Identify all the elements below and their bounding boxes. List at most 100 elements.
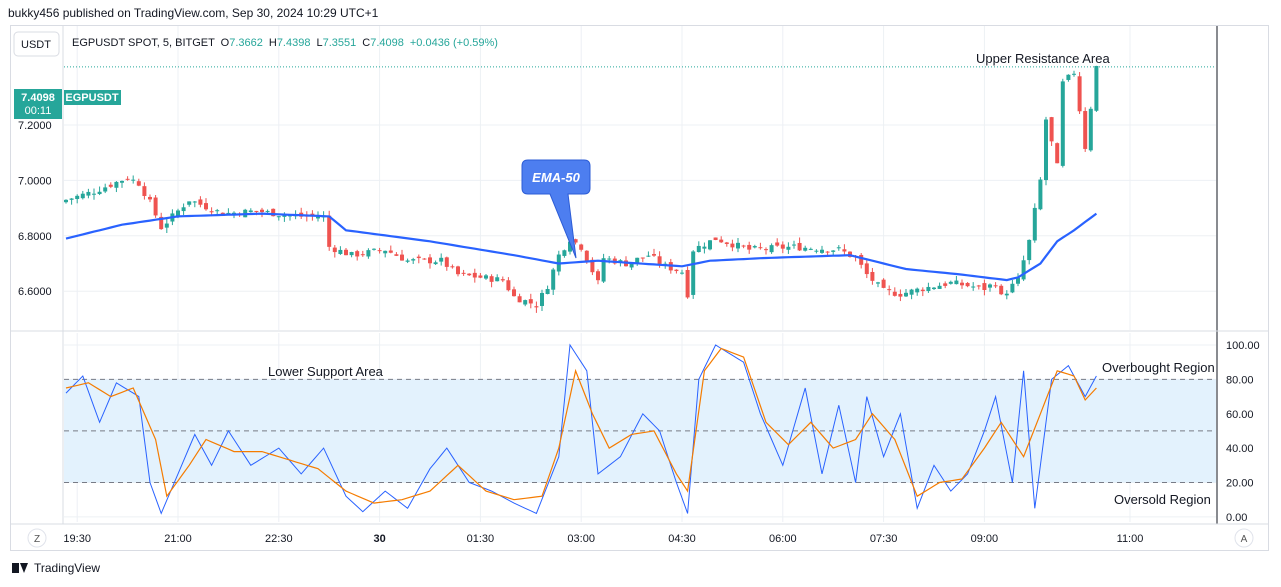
candle-body: [814, 250, 819, 252]
candle-body: [444, 257, 449, 267]
candle-body: [551, 269, 556, 290]
candle-body: [405, 260, 410, 262]
candle-body: [534, 306, 539, 308]
candle-body: [825, 251, 830, 253]
candle-body: [1077, 76, 1082, 112]
candle-body: [937, 285, 942, 289]
footer-brand: TradingView: [34, 561, 101, 575]
stoch-k-line: [65, 343, 1097, 515]
chart-frame: [10, 25, 1269, 551]
currency-button[interactable]: [13, 31, 60, 57]
a-button[interactable]: [1234, 528, 1254, 548]
candle-body: [943, 283, 948, 286]
legend-high-label: H: [269, 37, 277, 49]
time-tick-label: 11:00: [1117, 533, 1144, 545]
candle-body: [159, 216, 164, 230]
legend-low: 7.3551: [323, 37, 357, 49]
z-button-label: Z: [34, 534, 40, 545]
candle-body: [103, 187, 108, 192]
candle-body: [1060, 81, 1065, 166]
chart-canvas: 6.6000 6.8000 7.0000 7.2000 0.00 20.00 40.00 6…: [10, 26, 1269, 548]
candle-body: [120, 180, 124, 183]
candle-body: [685, 269, 690, 298]
candle-body: [114, 181, 119, 188]
candle-body: [136, 181, 141, 186]
symbol-tag-box: [64, 90, 121, 105]
candle-body: [590, 259, 595, 273]
candle-body: [456, 266, 460, 275]
candle-body: [999, 285, 1004, 295]
candle-body: [187, 201, 192, 205]
price-tag-box: [14, 89, 62, 119]
candle-body: [775, 242, 780, 246]
candle-body: [780, 244, 785, 249]
candle-body: [982, 283, 987, 290]
candle-body: [316, 216, 320, 219]
candle-body: [691, 251, 696, 295]
candle-body: [792, 244, 796, 246]
candle-body: [803, 247, 808, 251]
candle-body: [741, 245, 746, 247]
time-tick-label: 04:30: [668, 533, 696, 545]
candle-body: [864, 263, 869, 275]
candle-body: [495, 277, 500, 282]
candle-body: [64, 199, 68, 203]
candle-body: [226, 212, 231, 215]
legend-low-label: L: [316, 37, 322, 49]
candle-body: [596, 271, 600, 281]
candle-body: [422, 258, 427, 260]
a-button-label: A: [1241, 534, 1248, 545]
tradingview-logo-icon: [12, 563, 28, 573]
candle-body: [209, 211, 214, 213]
candle-body: [332, 247, 337, 253]
candle-body: [640, 257, 645, 259]
candle-body: [360, 254, 365, 256]
candle-body: [517, 296, 522, 303]
candle-body: [355, 251, 360, 257]
candle-body: [512, 289, 516, 297]
price-tick-label: 6.8000: [18, 231, 52, 243]
candle-body: [540, 292, 544, 306]
candle-body: [400, 254, 404, 261]
candle-body: [870, 271, 875, 281]
candle-body: [724, 242, 729, 244]
candle-body: [747, 244, 752, 250]
candle-body: [176, 210, 180, 217]
candle-body: [450, 266, 455, 268]
legend-change: +0.0436 (+0.59%): [410, 37, 498, 49]
candle-body: [629, 262, 634, 268]
candle-body: [696, 245, 701, 253]
time-tick-label: 03:00: [567, 533, 595, 545]
candle-body: [1004, 293, 1009, 296]
candle-body: [926, 286, 931, 291]
candle-body: [506, 280, 511, 291]
candle-body: [1049, 117, 1054, 142]
candle-body: [192, 201, 197, 203]
candle-body: [1044, 119, 1048, 181]
candle-body: [215, 210, 220, 212]
candle-body: [881, 279, 886, 288]
candle-body: [254, 210, 259, 212]
candle-body: [265, 210, 270, 212]
ema50-line: [65, 212, 1098, 282]
candle-body: [349, 252, 354, 256]
price-tag: 7.4098 00:11 EGPUSDT: [14, 89, 121, 119]
lower-support-label: Lower Support Area: [268, 364, 384, 379]
currency-button-label: USDT: [21, 39, 51, 51]
publisher-line: bukky456 published on TradingView.com, S…: [8, 6, 379, 20]
candle-body: [579, 244, 584, 250]
candle-body: [646, 255, 651, 257]
stoch-tick-label: 100.00: [1226, 340, 1260, 352]
candle-body: [478, 275, 483, 278]
candle-body: [1038, 179, 1043, 210]
candle-body: [842, 249, 847, 252]
candle-body: [1083, 111, 1088, 149]
ema-callout: EMA-50: [521, 159, 591, 259]
candles: [64, 65, 1099, 313]
z-button[interactable]: [27, 528, 47, 548]
candle-body: [1016, 277, 1020, 284]
price-tag-countdown: 00:11: [25, 105, 52, 117]
time-tick-label: 21:00: [164, 533, 192, 545]
candle-body: [131, 179, 136, 181]
candle-body: [719, 239, 724, 243]
